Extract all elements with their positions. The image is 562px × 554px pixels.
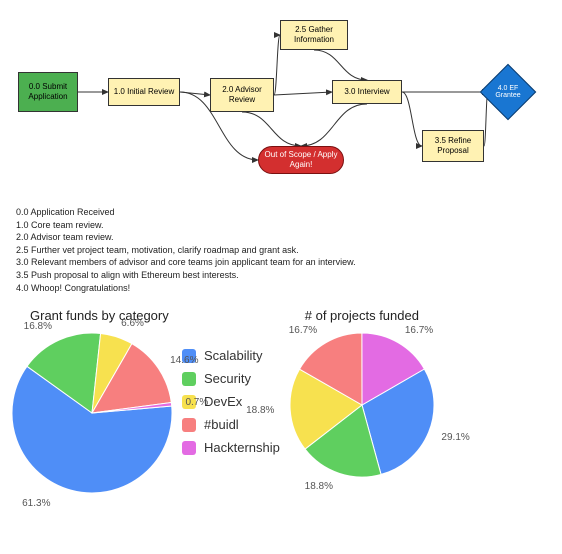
pie-slice-label: 16.8% bbox=[24, 321, 52, 332]
pie-slice-label: 16.7% bbox=[289, 325, 317, 336]
chart-title: # of projects funded bbox=[305, 308, 419, 323]
legend-label: Security bbox=[204, 371, 251, 386]
step-line: 2.5 Further vet project team, motivation… bbox=[16, 244, 546, 257]
legend-swatch bbox=[182, 372, 196, 386]
process-flowchart: 0.0 Submit Application 1.0 Initial Review… bbox=[0, 0, 562, 200]
pie-slice-label: 18.8% bbox=[246, 405, 274, 416]
flow-node-n00: 0.0 Submit Application bbox=[18, 72, 78, 112]
pie-grant-funds: 61.3%16.8%6.6%14.6%0.7% bbox=[10, 331, 174, 495]
legend-swatch bbox=[182, 441, 196, 455]
step-line: 3.5 Push proposal to align with Ethereum… bbox=[16, 269, 546, 282]
legend-item: Hackternship bbox=[182, 440, 280, 455]
legend-label: Scalability bbox=[204, 348, 263, 363]
step-line: 4.0 Whoop! Congratulations! bbox=[16, 282, 546, 295]
charts-row: Grant funds by category 61.3%16.8%6.6%14… bbox=[0, 308, 562, 515]
flow-node-n25: 2.5 Gather Information bbox=[280, 20, 348, 50]
legend-item: Security bbox=[182, 371, 280, 386]
legend-item: #buidl bbox=[182, 417, 280, 432]
process-step-descriptions: 0.0 Application Received1.0 Core team re… bbox=[0, 200, 562, 308]
flow-node-n40: 4.0 EF Grantee bbox=[488, 72, 528, 112]
chart-legend: Scalability Security DevEx #buidl Hackternsh… bbox=[182, 308, 280, 455]
pie-projects-funded: 29.1%18.8%18.8%16.7%16.7% bbox=[288, 331, 436, 479]
legend-label: Hackternship bbox=[204, 440, 280, 455]
flow-node-n35: 3.5 Refine Proposal bbox=[422, 130, 484, 162]
pie-slice-label: 14.6% bbox=[170, 355, 198, 366]
step-line: 0.0 Application Received bbox=[16, 206, 546, 219]
projects-funded-chart: # of projects funded 29.1%18.8%18.8%16.7… bbox=[288, 308, 436, 479]
flow-node-n20: 2.0 Advisor Review bbox=[210, 78, 274, 112]
step-line: 3.0 Relevant members of advisor and core… bbox=[16, 256, 546, 269]
pie-slice-label: 29.1% bbox=[441, 432, 469, 443]
pie-slice-label: 61.3% bbox=[22, 498, 50, 509]
flow-node-label: 4.0 EF Grantee bbox=[488, 85, 528, 99]
grant-funds-chart: Grant funds by category 61.3%16.8%6.6%14… bbox=[10, 308, 174, 495]
pie-slice-label: 18.8% bbox=[305, 481, 333, 492]
flow-node-oos: Out of Scope / Apply Again! bbox=[258, 146, 344, 174]
step-line: 2.0 Advisor team review. bbox=[16, 231, 546, 244]
pie-slice-label: 0.7% bbox=[185, 397, 208, 408]
legend-label: DevEx bbox=[204, 394, 242, 409]
step-line: 1.0 Core team review. bbox=[16, 219, 546, 232]
pie-slice-label: 16.7% bbox=[405, 325, 433, 336]
flow-node-n10: 1.0 Initial Review bbox=[108, 78, 180, 106]
flow-node-n30: 3.0 Interview bbox=[332, 80, 402, 104]
pie-slice-label: 6.6% bbox=[121, 318, 144, 329]
legend-label: #buidl bbox=[204, 417, 239, 432]
legend-swatch bbox=[182, 418, 196, 432]
